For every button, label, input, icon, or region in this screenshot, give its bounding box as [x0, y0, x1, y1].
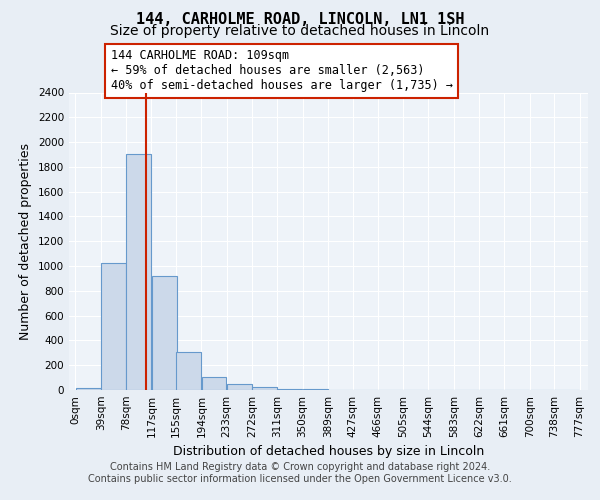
Bar	[252, 387, 277, 390]
Text: Contains HM Land Registry data © Crown copyright and database right 2024.: Contains HM Land Registry data © Crown c…	[110, 462, 490, 472]
Text: 144 CARHOLME ROAD: 109sqm
← 59% of detached houses are smaller (2,563)
40% of se: 144 CARHOLME ROAD: 109sqm ← 59% of detac…	[110, 50, 452, 92]
Text: Contains public sector information licensed under the Open Government Licence v3: Contains public sector information licen…	[88, 474, 512, 484]
Bar	[101, 263, 126, 390]
X-axis label: Distribution of detached houses by size in Lincoln: Distribution of detached houses by size …	[173, 446, 484, 458]
Y-axis label: Number of detached properties: Number of detached properties	[19, 143, 32, 340]
Bar	[176, 352, 201, 390]
Bar	[227, 384, 252, 390]
Bar	[202, 377, 226, 390]
Text: Size of property relative to detached houses in Lincoln: Size of property relative to detached ho…	[110, 24, 490, 38]
Bar	[152, 276, 176, 390]
Bar	[126, 154, 151, 390]
Text: 144, CARHOLME ROAD, LINCOLN, LN1 1SH: 144, CARHOLME ROAD, LINCOLN, LN1 1SH	[136, 12, 464, 28]
Bar	[76, 388, 101, 390]
Bar	[277, 389, 302, 390]
